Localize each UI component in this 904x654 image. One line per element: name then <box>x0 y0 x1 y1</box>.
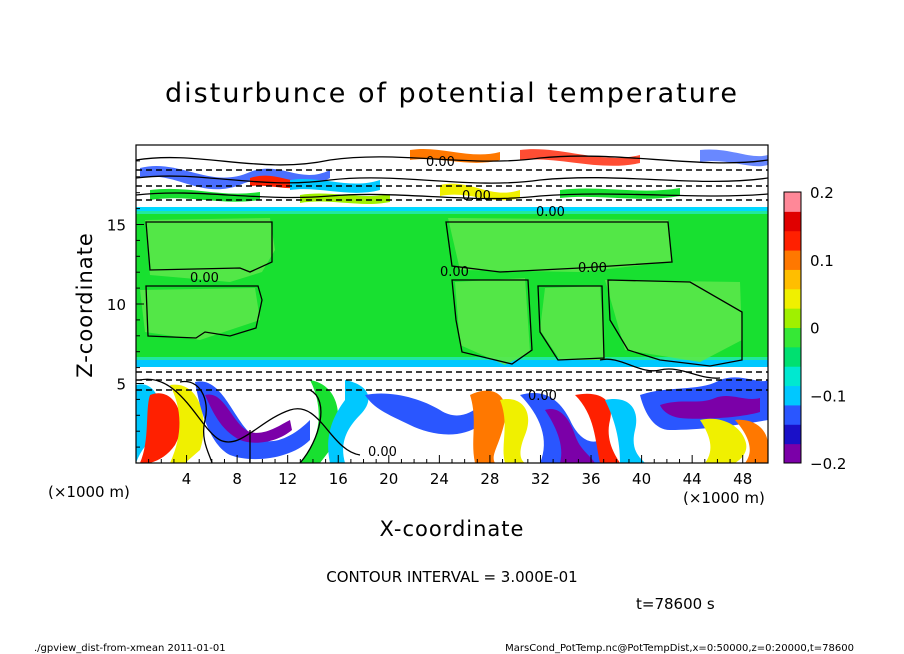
colorbar-swatch <box>784 404 801 425</box>
contour-label: 0.00 <box>426 155 455 170</box>
colorbar-swatch <box>784 366 801 387</box>
x-unit-label-left: (×1000 m) <box>48 483 130 501</box>
colorbar-swatch <box>784 443 801 464</box>
contour-label: 0.00 <box>368 445 397 460</box>
x-tick-label: 20 <box>379 470 398 488</box>
contour-label: 0.00 <box>462 189 491 204</box>
x-tick-label: 24 <box>430 470 449 488</box>
colorbar-swatch <box>784 192 801 212</box>
colorbar-ticks: 0.2 0.1 0 −0.1 −0.2 <box>810 184 846 473</box>
colorbar <box>784 192 801 464</box>
x-tick-label: 8 <box>232 470 242 488</box>
colorbar-swatch <box>784 346 801 367</box>
y-tick-label: 15 <box>107 217 126 235</box>
x-unit-label-right: (×1000 m) <box>683 489 765 507</box>
y-axis-title: Z-coordinate <box>73 232 97 378</box>
footer-right: MarsCond_PotTemp.nc@PotTempDist,x=0:5000… <box>505 643 854 654</box>
contour-label: 0.00 <box>578 261 607 276</box>
x-tick-label: 16 <box>329 470 348 488</box>
colorbar-tick-label: 0.2 <box>810 184 834 202</box>
chart-title: disturbunce of potential temperature <box>165 78 739 109</box>
x-tick-label: 36 <box>581 470 600 488</box>
heatmap-band-lower <box>136 367 768 463</box>
colorbar-swatch <box>784 327 801 348</box>
contour-label: 0.00 <box>536 205 565 220</box>
colorbar-swatch <box>784 211 801 232</box>
contour-lines <box>136 155 768 463</box>
colorbar-swatch <box>784 424 801 445</box>
y-axis: 5 10 15 <box>107 144 144 464</box>
colorbar-tick-label: −0.2 <box>810 455 846 473</box>
contour-labels: 0.00 0.00 0.00 0.00 0.00 0.00 0.00 0.00 <box>190 155 607 460</box>
colorbar-tick-label: 0.1 <box>810 252 834 270</box>
colorbar-swatch <box>784 230 801 251</box>
colorbar-swatch <box>784 288 801 309</box>
x-tick-label: 40 <box>632 470 651 488</box>
colorbar-swatch <box>784 250 801 270</box>
x-tick-label: 28 <box>480 470 499 488</box>
y-tick-label: 10 <box>107 296 126 314</box>
x-tick-label: 48 <box>733 470 752 488</box>
contour-interval: CONTOUR INTERVAL = 3.000E-01 <box>326 568 577 586</box>
colorbar-frame <box>783 191 802 464</box>
contour-label: 0.00 <box>528 389 557 404</box>
heatmap-band-upper <box>136 145 768 205</box>
contour-label: 0.00 <box>440 265 469 280</box>
time-label: t=78600 s <box>636 595 715 613</box>
x-axis-title: X-coordinate <box>380 517 525 541</box>
colorbar-tick-label: 0 <box>810 320 820 338</box>
colorbar-swatch <box>784 385 801 406</box>
y-tick-label: 5 <box>116 376 126 394</box>
x-tick-label: 32 <box>531 470 550 488</box>
colorbar-tick-label: −0.1 <box>810 387 846 405</box>
x-tick-label: 12 <box>278 470 297 488</box>
x-tick-label: 44 <box>683 470 702 488</box>
colorbar-swatch <box>784 269 801 290</box>
x-tick-label: 4 <box>182 470 192 488</box>
footer-left: ./gpview_dist-from-xmean 2011-01-01 <box>34 643 226 654</box>
contour-lines-dashed <box>136 169 768 391</box>
contour-label: 0.00 <box>190 271 219 286</box>
heatmap-field: 0.00 0.00 0.00 0.00 0.00 0.00 0.00 0.00 <box>136 145 768 463</box>
x-axis: 4 8 12 16 20 24 28 32 36 40 44 48 <box>135 455 769 488</box>
colorbar-swatch <box>784 308 801 328</box>
